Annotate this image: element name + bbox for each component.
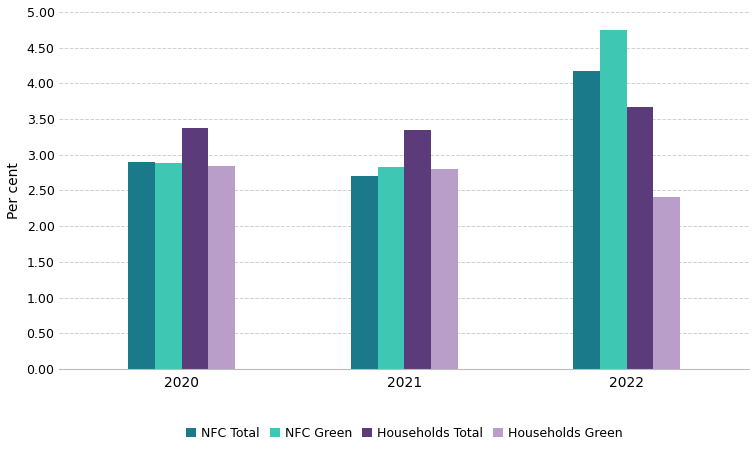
Bar	[129, 162, 155, 369]
Bar	[600, 30, 627, 369]
Bar	[404, 130, 431, 369]
Y-axis label: Per cent: Per cent	[7, 162, 21, 219]
Bar	[377, 167, 404, 369]
Bar	[181, 128, 209, 369]
Bar	[431, 169, 457, 369]
Bar	[209, 166, 235, 369]
Bar	[155, 163, 181, 369]
Bar	[627, 107, 653, 369]
Bar	[573, 71, 600, 369]
Legend: NFC Total, NFC Green, Households Total, Households Green: NFC Total, NFC Green, Households Total, …	[181, 422, 627, 445]
Bar	[653, 197, 680, 369]
Bar	[351, 176, 377, 369]
